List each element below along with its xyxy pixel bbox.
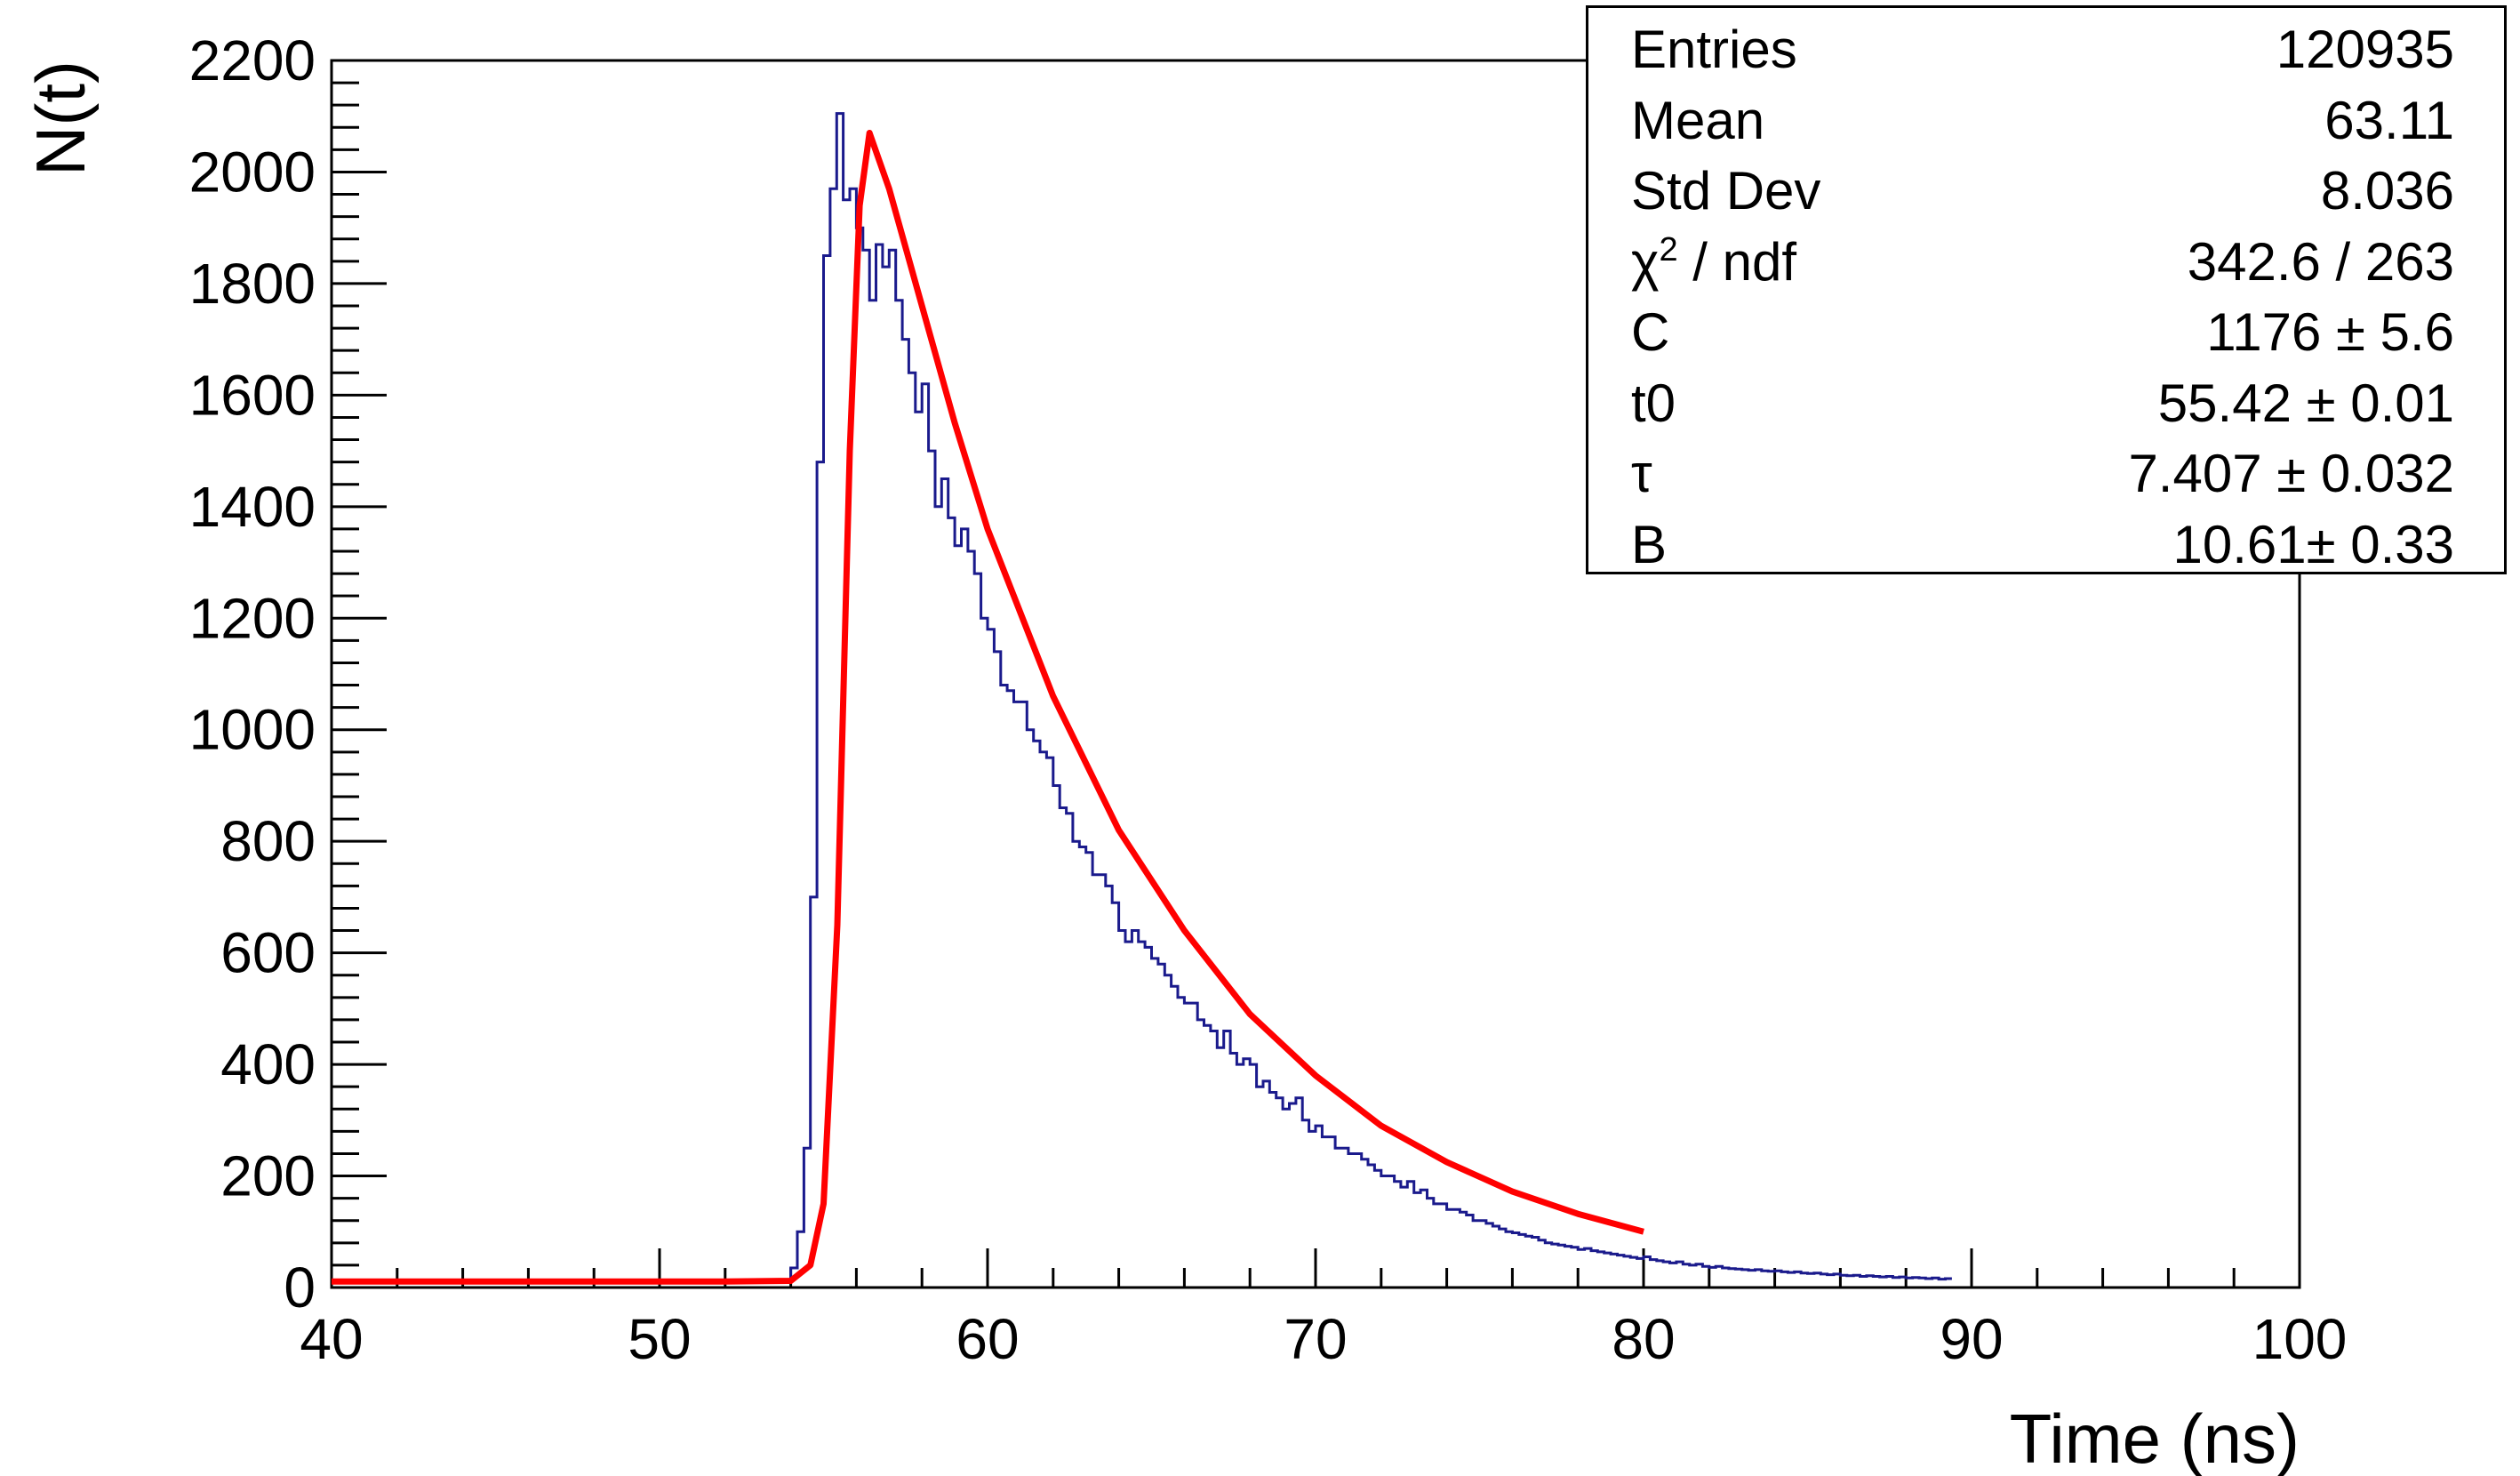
stats-row-label: Entries <box>1631 15 1797 84</box>
y-tick-label: 1800 <box>189 252 316 316</box>
stats-row-value: 8.036 <box>2320 161 2454 221</box>
y-tick-label: 200 <box>220 1144 316 1208</box>
stats-row: χ2 / ndf 342.6 / 263 <box>1631 228 2454 297</box>
stats-label-text: Std Dev <box>1631 161 1821 221</box>
x-tick-label: 60 <box>956 1307 1019 1371</box>
x-tick-label: 70 <box>1284 1307 1347 1371</box>
stats-label-text: χ <box>1631 231 1660 292</box>
y-tick-label: 0 <box>284 1255 316 1320</box>
stats-box: Entries 120935 Mean 63.11 Std Dev 8.036 χ2 / n… <box>1586 5 2507 574</box>
stats-row-value: 7.407 ± 0.032 <box>2128 444 2454 503</box>
x-tick-label: 90 <box>1940 1307 2003 1371</box>
stats-label-text: τ <box>1631 444 1652 503</box>
x-tick-label: 40 <box>300 1307 363 1371</box>
stats-label-suffix: / ndf <box>1677 231 1797 292</box>
fit-curve <box>332 130 1644 1285</box>
stats-label-text: Entries <box>1631 20 1797 79</box>
stats-row-label: Std Dev <box>1631 156 1820 226</box>
stats-row-label: Mean <box>1631 86 1764 156</box>
stats-row: Std Dev 8.036 <box>1631 156 2454 226</box>
y-axis-ticks <box>332 59 387 1289</box>
stats-label-text: t0 <box>1631 373 1676 433</box>
stats-label-text: Mean <box>1631 90 1765 150</box>
y-axis-tick-labels: 0 200 400 600 800 1000 1200 1400 1600 1800 2000 220… <box>189 28 316 1320</box>
stats-row: τ 7.407 ± 0.032 <box>1631 439 2454 509</box>
stats-row-value: 55.42 ± 0.01 <box>2157 373 2454 433</box>
y-tick-label: 1000 <box>189 698 316 762</box>
stats-row-label: B <box>1631 510 1667 580</box>
stats-row-label: χ2 / ndf <box>1631 228 1796 297</box>
y-tick-label: 2000 <box>189 140 316 204</box>
y-tick-label: 1600 <box>189 363 316 427</box>
stats-row-label: t0 <box>1631 369 1676 438</box>
x-axis-tick-labels: 40 50 60 70 80 90 100 <box>300 1307 2347 1371</box>
x-axis-ticks <box>330 1248 2301 1287</box>
stats-row-value: 63.11 <box>2324 90 2454 150</box>
stats-row-label: τ <box>1631 439 1652 509</box>
stats-row: B 10.61± 0.33 <box>1631 510 2454 580</box>
stats-label-text: C <box>1631 302 1670 362</box>
stats-label-superscript: 2 <box>1659 230 1678 269</box>
y-tick-label: 400 <box>220 1032 316 1096</box>
stats-row-value: 120935 <box>2276 20 2454 79</box>
x-tick-label: 50 <box>628 1307 691 1371</box>
y-tick-label: 1400 <box>189 475 316 539</box>
y-axis-title: N(t) <box>21 60 100 176</box>
x-tick-label: 80 <box>1612 1307 1675 1371</box>
stats-label-text: B <box>1631 514 1668 574</box>
stats-row-value: 10.61± 0.33 <box>2172 514 2454 574</box>
y-tick-label: 600 <box>220 921 316 985</box>
stats-row: t0 55.42 ± 0.01 <box>1631 369 2454 438</box>
y-tick-label: 1200 <box>189 586 316 650</box>
stats-row-value: 342.6 / 263 <box>2187 231 2454 292</box>
stats-row: C 1176 ± 5.6 <box>1631 298 2454 367</box>
stats-row-label: C <box>1631 298 1669 367</box>
x-axis-title: Time (ns) <box>2010 1400 2300 1476</box>
stats-row: Mean 63.11 <box>1631 86 2454 156</box>
y-tick-label: 2200 <box>189 28 316 92</box>
stats-row: Entries 120935 <box>1631 15 2454 84</box>
stats-row-value: 1176 ± 5.6 <box>2206 302 2454 362</box>
y-tick-label: 800 <box>220 809 316 873</box>
x-tick-label: 100 <box>2252 1307 2348 1371</box>
